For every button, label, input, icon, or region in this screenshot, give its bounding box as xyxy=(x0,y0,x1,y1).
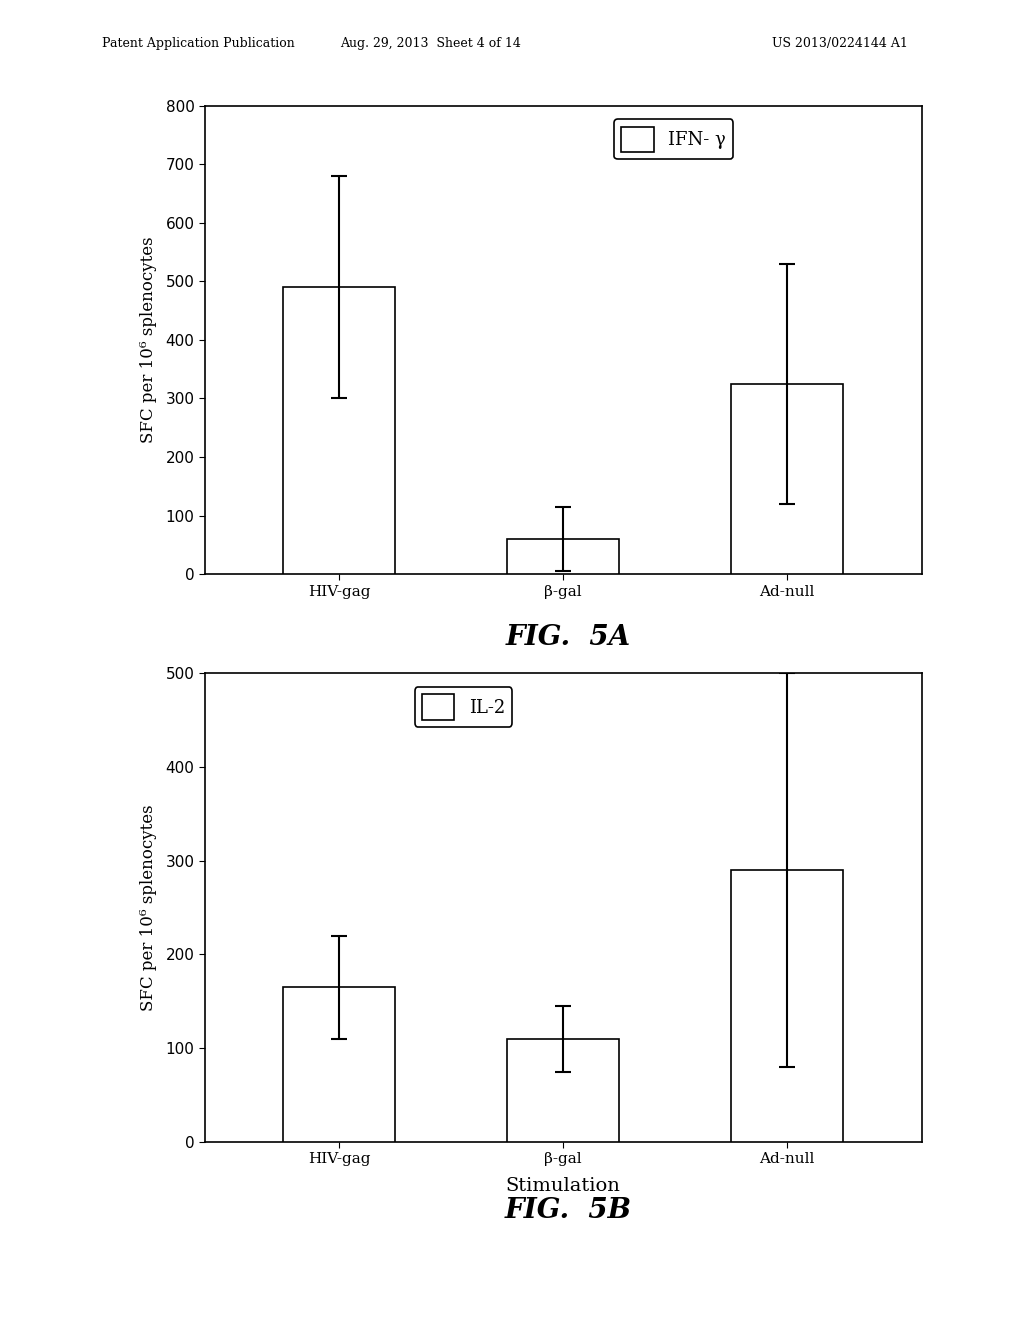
Y-axis label: SFC per 10⁶ splenocytes: SFC per 10⁶ splenocytes xyxy=(140,804,157,1011)
Bar xyxy=(507,1039,620,1142)
Legend: IL-2: IL-2 xyxy=(415,686,512,727)
X-axis label: Stimulation: Stimulation xyxy=(506,1177,621,1196)
Text: Aug. 29, 2013  Sheet 4 of 14: Aug. 29, 2013 Sheet 4 of 14 xyxy=(340,37,520,50)
Bar xyxy=(284,288,395,574)
Text: US 2013/0224144 A1: US 2013/0224144 A1 xyxy=(772,37,907,50)
Text: FIG.  5B: FIG. 5B xyxy=(505,1197,632,1224)
Text: Patent Application Publication: Patent Application Publication xyxy=(102,37,295,50)
Bar xyxy=(507,539,620,574)
Bar xyxy=(731,870,843,1142)
Y-axis label: SFC per 10⁶ splenocytes: SFC per 10⁶ splenocytes xyxy=(140,236,157,444)
Text: FIG.  5A: FIG. 5A xyxy=(506,624,631,651)
Bar xyxy=(284,987,395,1142)
Legend: IFN- γ: IFN- γ xyxy=(614,119,733,160)
Bar xyxy=(731,384,843,574)
